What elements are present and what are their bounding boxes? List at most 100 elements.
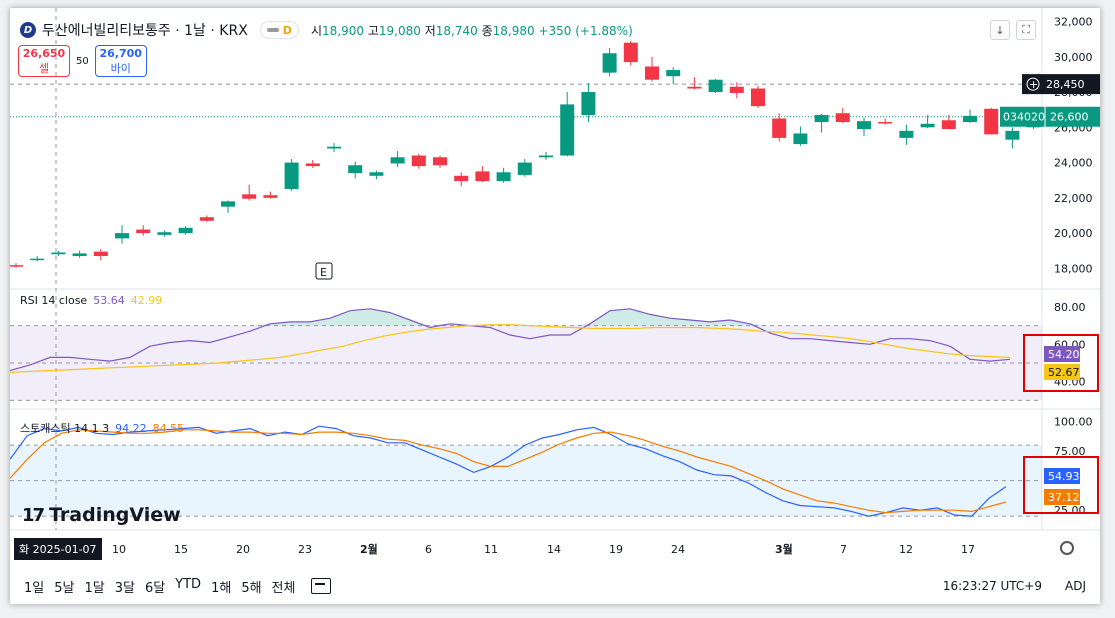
symbol-title[interactable]: 두산에너빌리티보통주 · 1날 · KRX xyxy=(42,23,248,39)
ticker-label: 034020 xyxy=(1003,111,1045,124)
stoch-legend[interactable]: 스토캐스틱 14 1 3 94.22 84.55 xyxy=(20,422,185,435)
candle-body xyxy=(221,201,235,207)
candle-body xyxy=(115,233,129,239)
candle-body xyxy=(411,155,426,167)
candle-body xyxy=(687,86,702,89)
x-tick-label: 23 xyxy=(298,543,312,556)
symbol-logo-icon: D xyxy=(20,22,36,38)
y-tick-label: 22,000 xyxy=(1054,192,1093,205)
candle-body xyxy=(899,130,914,138)
candle-body xyxy=(369,172,384,176)
stoch-tick-label: 100.00 xyxy=(1054,415,1093,428)
range-button[interactable]: 5날 xyxy=(54,580,75,596)
candle-body xyxy=(51,252,66,255)
last-price-badge xyxy=(1000,106,1100,127)
bottom-toolbar: 1일 5날 1달 3달 6달 YTD 1해 5해 전체 16:23:27 UTC+9 ADJ xyxy=(10,568,1100,604)
clock: 16:23:27 UTC+9 xyxy=(942,579,1042,593)
adj-toggle[interactable]: ADJ xyxy=(1065,579,1086,593)
candle-body xyxy=(984,108,999,135)
range-button[interactable]: 전체 xyxy=(271,580,296,596)
add-plus-icon: + xyxy=(1029,78,1038,91)
candle-body xyxy=(305,163,320,167)
candle-body xyxy=(772,118,787,138)
crosshair-price-badge xyxy=(1022,74,1100,95)
range-button[interactable]: YTD xyxy=(175,576,202,592)
candle-body xyxy=(963,115,977,123)
y-tick-label: 30,000 xyxy=(1054,51,1093,64)
rsi-series-line xyxy=(10,308,1011,372)
trade-panel: 26,650 셀 50 26,700 바이 xyxy=(18,45,147,77)
download-arrow-icon[interactable]: ↓ xyxy=(990,20,1010,40)
candle-body xyxy=(581,92,596,115)
y-tick-label: 32,000 xyxy=(1054,16,1093,29)
candle-body xyxy=(729,86,744,93)
x-tick-label: 2월 xyxy=(360,542,378,556)
candle-body xyxy=(539,155,553,158)
x-tick-label: 17 xyxy=(961,543,975,556)
rsi-tick-label: 80.00 xyxy=(1054,301,1086,314)
candle-body xyxy=(878,122,893,124)
candle-body xyxy=(93,251,108,257)
candle-body xyxy=(242,194,257,199)
range-button[interactable]: 5해 xyxy=(241,580,262,596)
range-button[interactable]: 6달 xyxy=(144,580,166,596)
range-button[interactable]: 1해 xyxy=(211,580,232,596)
x-tick-label: 7 xyxy=(840,543,847,556)
legend-row: D 두산에너빌리티보통주 · 1날 · KRX D 시18,900 고19,08… xyxy=(20,20,633,40)
candle-body xyxy=(708,79,723,93)
stoch-tick-label: 75.00 xyxy=(1054,445,1086,458)
candle-body xyxy=(814,114,829,123)
chart-canvas[interactable]: 18,00020,00022,00024,00026,00028,00030,0… xyxy=(10,8,1100,604)
candle-body xyxy=(157,232,172,235)
tradingview-mark-icon: 17 xyxy=(22,504,45,526)
rsi-overbought-fill xyxy=(10,308,1010,326)
candle-body xyxy=(454,175,469,182)
y-tick-label: 20,000 xyxy=(1054,227,1093,240)
fullscreen-icon[interactable]: ⛶ xyxy=(1016,20,1036,40)
candle-body xyxy=(433,157,447,166)
x-tick-label: 24 xyxy=(671,543,685,556)
x-tick-label: 12 xyxy=(899,543,913,556)
rsi-ma-badge xyxy=(1044,364,1080,380)
candle-body xyxy=(496,172,511,182)
ohlc-values: 시18,900 고19,080 저18,740 종18,980 +350 (+1… xyxy=(310,23,633,38)
stoch-k-badge xyxy=(1044,468,1080,484)
range-button[interactable]: 1일 xyxy=(24,580,45,596)
y-tick-label: 18,000 xyxy=(1054,262,1093,275)
candle-body xyxy=(835,113,850,123)
range-button[interactable]: 1달 xyxy=(84,580,105,596)
crosshair-date-label: 화 2025-01-07 xyxy=(14,538,102,560)
highlight-rsi-box xyxy=(1023,334,1099,392)
candle-body xyxy=(941,120,956,130)
data-status-pill[interactable]: D xyxy=(259,21,299,39)
stoch-d-badge xyxy=(1044,489,1080,505)
y-tick-label: 24,000 xyxy=(1054,157,1093,170)
candle-body xyxy=(920,123,935,128)
chart-window: 18,00020,00022,00024,00026,00028,00030,0… xyxy=(10,8,1100,604)
highlight-stoch-box xyxy=(1023,456,1099,514)
earnings-marker xyxy=(315,262,333,280)
x-tick-label: 3월 xyxy=(775,542,793,556)
crosshair-price-label: 28,450 xyxy=(1046,78,1085,91)
candle-body xyxy=(793,133,808,145)
candle-body xyxy=(30,258,45,261)
candle-body xyxy=(517,162,532,175)
rsi-legend[interactable]: RSI 14 close 53.64 42.99 xyxy=(20,294,163,307)
range-buttons: 1일 5날 1달 3달 6달 YTD 1해 5해 전체 xyxy=(24,577,295,596)
candle-body xyxy=(178,227,193,234)
buy-button[interactable]: 26,700 바이 xyxy=(94,45,147,77)
last-price-label: 26,600 xyxy=(1050,111,1089,124)
stoch-d-label: 37.12 xyxy=(1048,491,1080,504)
candle-body xyxy=(751,88,765,107)
candle-body xyxy=(645,66,659,80)
candle-body xyxy=(72,253,87,257)
candle-body xyxy=(857,121,871,130)
sell-button[interactable]: 26,650 셀 xyxy=(18,45,70,77)
stoch-series-line xyxy=(10,425,1007,517)
candle-body xyxy=(136,229,151,234)
calendar-icon[interactable] xyxy=(311,578,332,594)
settings-gear-icon[interactable] xyxy=(1060,541,1074,555)
earnings-marker-label: E xyxy=(320,266,327,279)
range-button[interactable]: 3달 xyxy=(114,580,135,596)
stoch-k-label: 54.93 xyxy=(1048,470,1080,483)
